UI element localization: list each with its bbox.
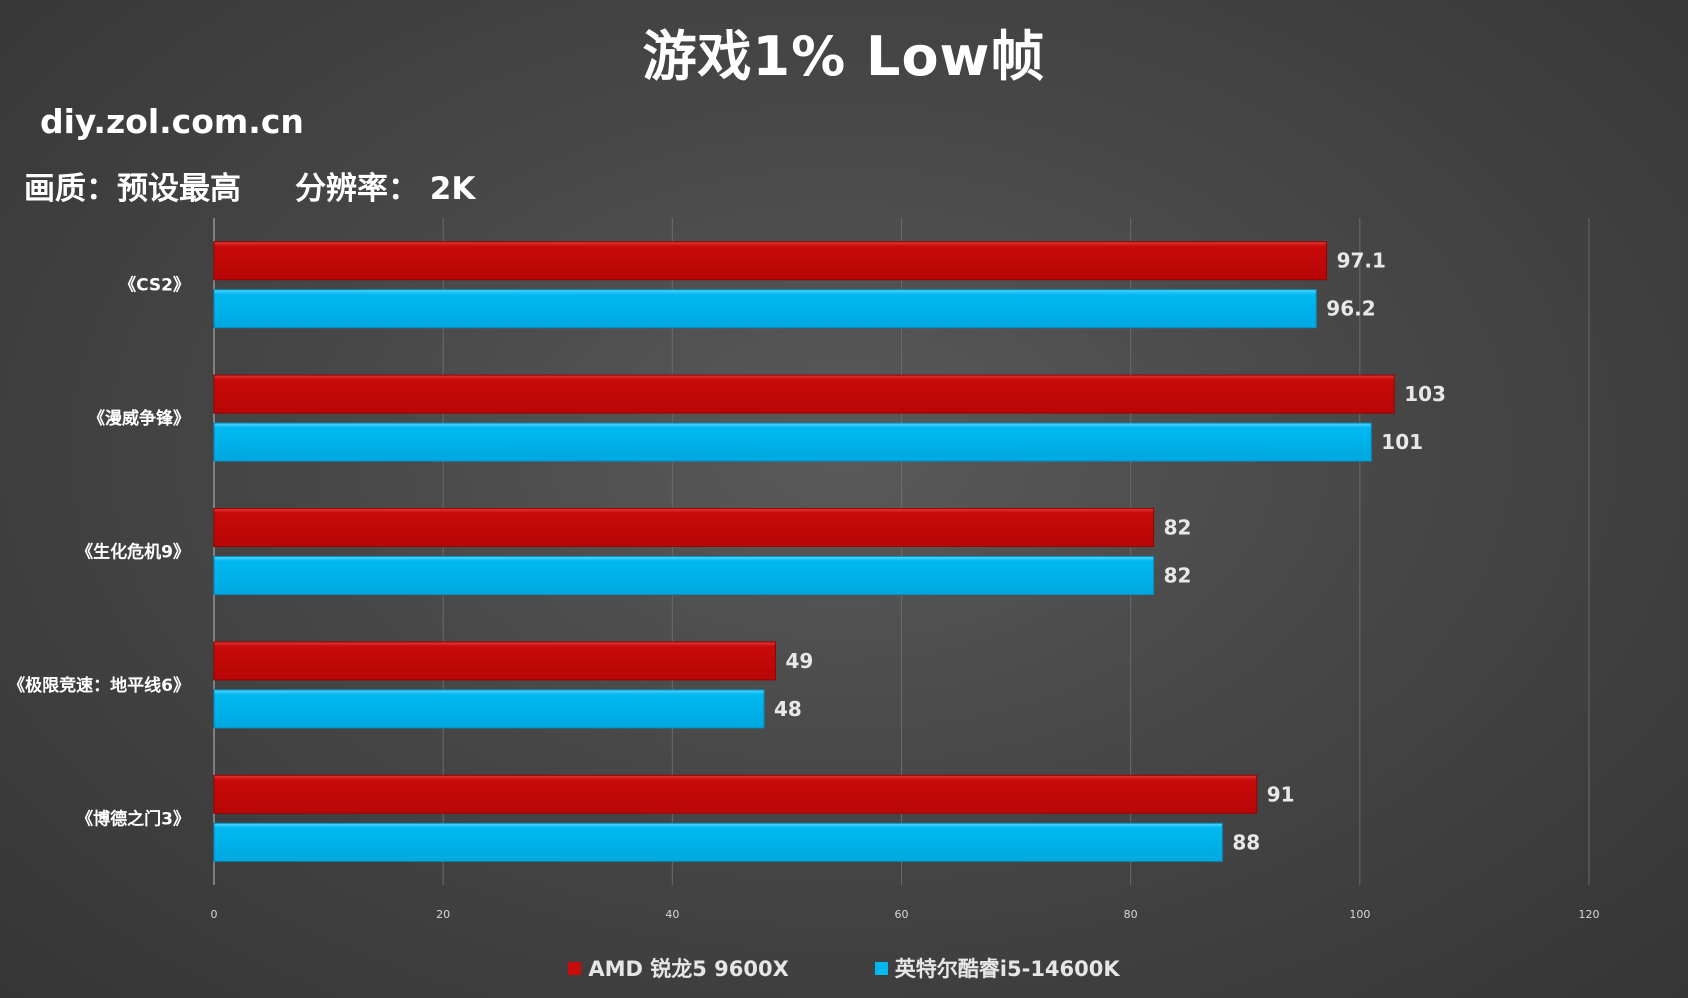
bar-intel: [213, 422, 1372, 462]
x-tick-label: 100: [1349, 908, 1370, 921]
x-tick-label: 80: [1124, 908, 1138, 921]
bar-chart: 0 20 40 60 80 100 120 《CS2》《漫威争锋》《生化危机9》《极限竞速：地…: [8, 218, 1600, 921]
data-label: 91: [1267, 782, 1295, 806]
text-layer: 0 20 40 60 80 100 120 《CS2》《漫威争锋》《生化危机9》《极限竞速：地…: [8, 249, 1599, 921]
bar-intel: [213, 556, 1155, 595]
bar-amd: [213, 241, 1328, 281]
category-label: 《极限竞速：地平线6》: [8, 675, 190, 696]
data-label: 82: [1164, 564, 1192, 588]
data-label: 82: [1164, 516, 1192, 540]
data-label: 96.2: [1326, 297, 1375, 321]
legend-swatch-red: [568, 961, 582, 975]
legend: AMD 锐龙5 9600X 英特尔酷睿i5-14600K: [0, 953, 1688, 983]
bar-amd: [213, 508, 1155, 547]
bar-amd: [213, 641, 776, 681]
bar-amd: [213, 374, 1395, 414]
x-tick-label: 20: [436, 908, 450, 921]
data-label: 97.1: [1337, 249, 1386, 273]
site-watermark: diy.zol.com.cn: [40, 102, 304, 141]
legend-label-intel: 英特尔酷睿i5-14600K: [894, 957, 1120, 981]
data-label: 49: [785, 649, 813, 673]
bar-intel: [213, 689, 765, 729]
settings-subtitle: 画质：预设最高 分辨率： 2K: [24, 171, 476, 207]
bar-amd: [213, 774, 1258, 814]
category-label: 《漫威争锋》: [88, 408, 190, 429]
legend-item-intel: 英特尔酷睿i5-14600K: [874, 953, 1120, 983]
legend-label-amd: AMD 锐龙5 9600X: [588, 957, 789, 981]
bar-intel: [213, 822, 1223, 862]
category-label: 《博德之门3》: [76, 808, 190, 829]
bar-intel: [213, 289, 1317, 329]
x-tick-label: 60: [895, 908, 909, 921]
data-label: 101: [1381, 430, 1423, 454]
x-tick-label: 120: [1579, 908, 1600, 921]
data-label: 88: [1232, 830, 1260, 854]
category-label: 《CS2》: [119, 275, 190, 296]
grid-layer: [213, 218, 1590, 885]
bars-layer: [213, 241, 1395, 862]
x-tick-label: 0: [211, 908, 218, 921]
legend-swatch-blue: [874, 961, 888, 975]
chart-title: 游戏1% Low帧: [642, 25, 1046, 88]
data-label: 103: [1404, 382, 1446, 406]
data-label: 48: [774, 697, 802, 721]
legend-item-amd: AMD 锐龙5 9600X: [568, 953, 789, 983]
category-label: 《生化危机9》: [76, 542, 190, 563]
x-tick-label: 40: [665, 908, 679, 921]
